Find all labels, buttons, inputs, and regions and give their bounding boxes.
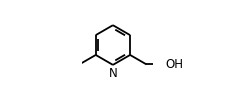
Text: N: N xyxy=(108,67,117,80)
Text: OH: OH xyxy=(165,58,183,71)
